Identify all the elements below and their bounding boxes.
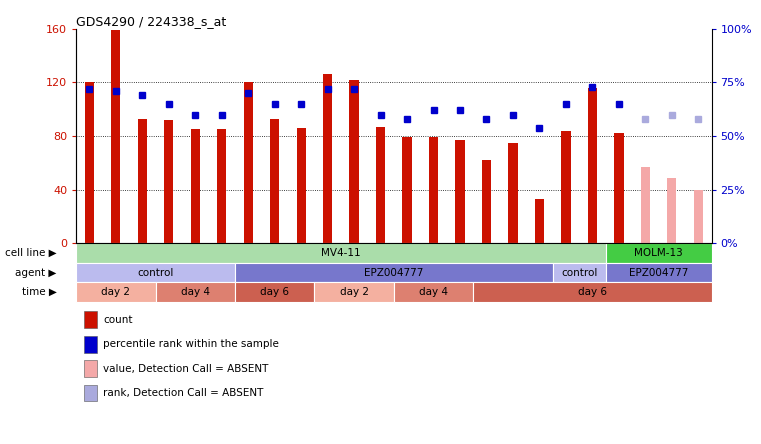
Bar (403, 138, 412, 243)
Bar (482, 160, 491, 243)
Text: day 6: day 6 (578, 287, 607, 297)
Text: day 2: day 2 (339, 287, 368, 297)
Text: MOLM-13: MOLM-13 (634, 248, 683, 258)
Bar (429, 138, 438, 243)
Bar (667, 178, 677, 243)
Text: control: control (137, 268, 174, 278)
Text: GDS4290 / 224338_s_at: GDS4290 / 224338_s_at (76, 15, 226, 28)
Text: day 4: day 4 (181, 287, 210, 297)
Bar (587, 88, 597, 243)
Bar (155, 282, 235, 302)
Bar (111, 30, 120, 243)
Text: time ▶: time ▶ (21, 287, 56, 297)
Bar (297, 128, 306, 243)
Bar (235, 282, 314, 302)
Text: rank, Detection Call = ABSENT: rank, Detection Call = ABSENT (103, 388, 264, 398)
Bar (614, 134, 623, 243)
Bar (323, 75, 333, 243)
Bar (394, 282, 473, 302)
Text: cell line ▶: cell line ▶ (5, 248, 56, 258)
Text: percentile rank within the sample: percentile rank within the sample (103, 339, 279, 349)
Bar (606, 263, 712, 282)
Bar (76, 243, 606, 263)
Bar (552, 263, 606, 282)
Bar (314, 282, 394, 302)
Text: EPZ004777: EPZ004777 (629, 268, 688, 278)
Bar (473, 282, 712, 302)
Bar (217, 130, 226, 243)
Bar (138, 119, 147, 243)
Text: day 6: day 6 (260, 287, 289, 297)
Bar (606, 243, 712, 263)
Bar (376, 127, 385, 243)
Bar (455, 140, 465, 243)
Bar (535, 199, 544, 243)
Text: day 2: day 2 (101, 287, 130, 297)
Text: MV4-11: MV4-11 (321, 248, 361, 258)
Text: EPZ004777: EPZ004777 (364, 268, 424, 278)
Bar (190, 130, 200, 243)
Bar (244, 83, 253, 243)
Bar (694, 190, 703, 243)
Bar (84, 83, 94, 243)
Text: control: control (561, 268, 597, 278)
Bar (562, 131, 571, 243)
Bar (270, 119, 279, 243)
Bar (76, 263, 235, 282)
Bar (164, 120, 174, 243)
Text: agent ▶: agent ▶ (15, 268, 56, 278)
Text: value, Detection Call = ABSENT: value, Detection Call = ABSENT (103, 364, 269, 373)
Bar (508, 143, 517, 243)
Bar (76, 282, 155, 302)
Bar (641, 167, 650, 243)
Text: count: count (103, 315, 133, 325)
Bar (349, 80, 358, 243)
Text: day 4: day 4 (419, 287, 448, 297)
Bar (235, 263, 552, 282)
